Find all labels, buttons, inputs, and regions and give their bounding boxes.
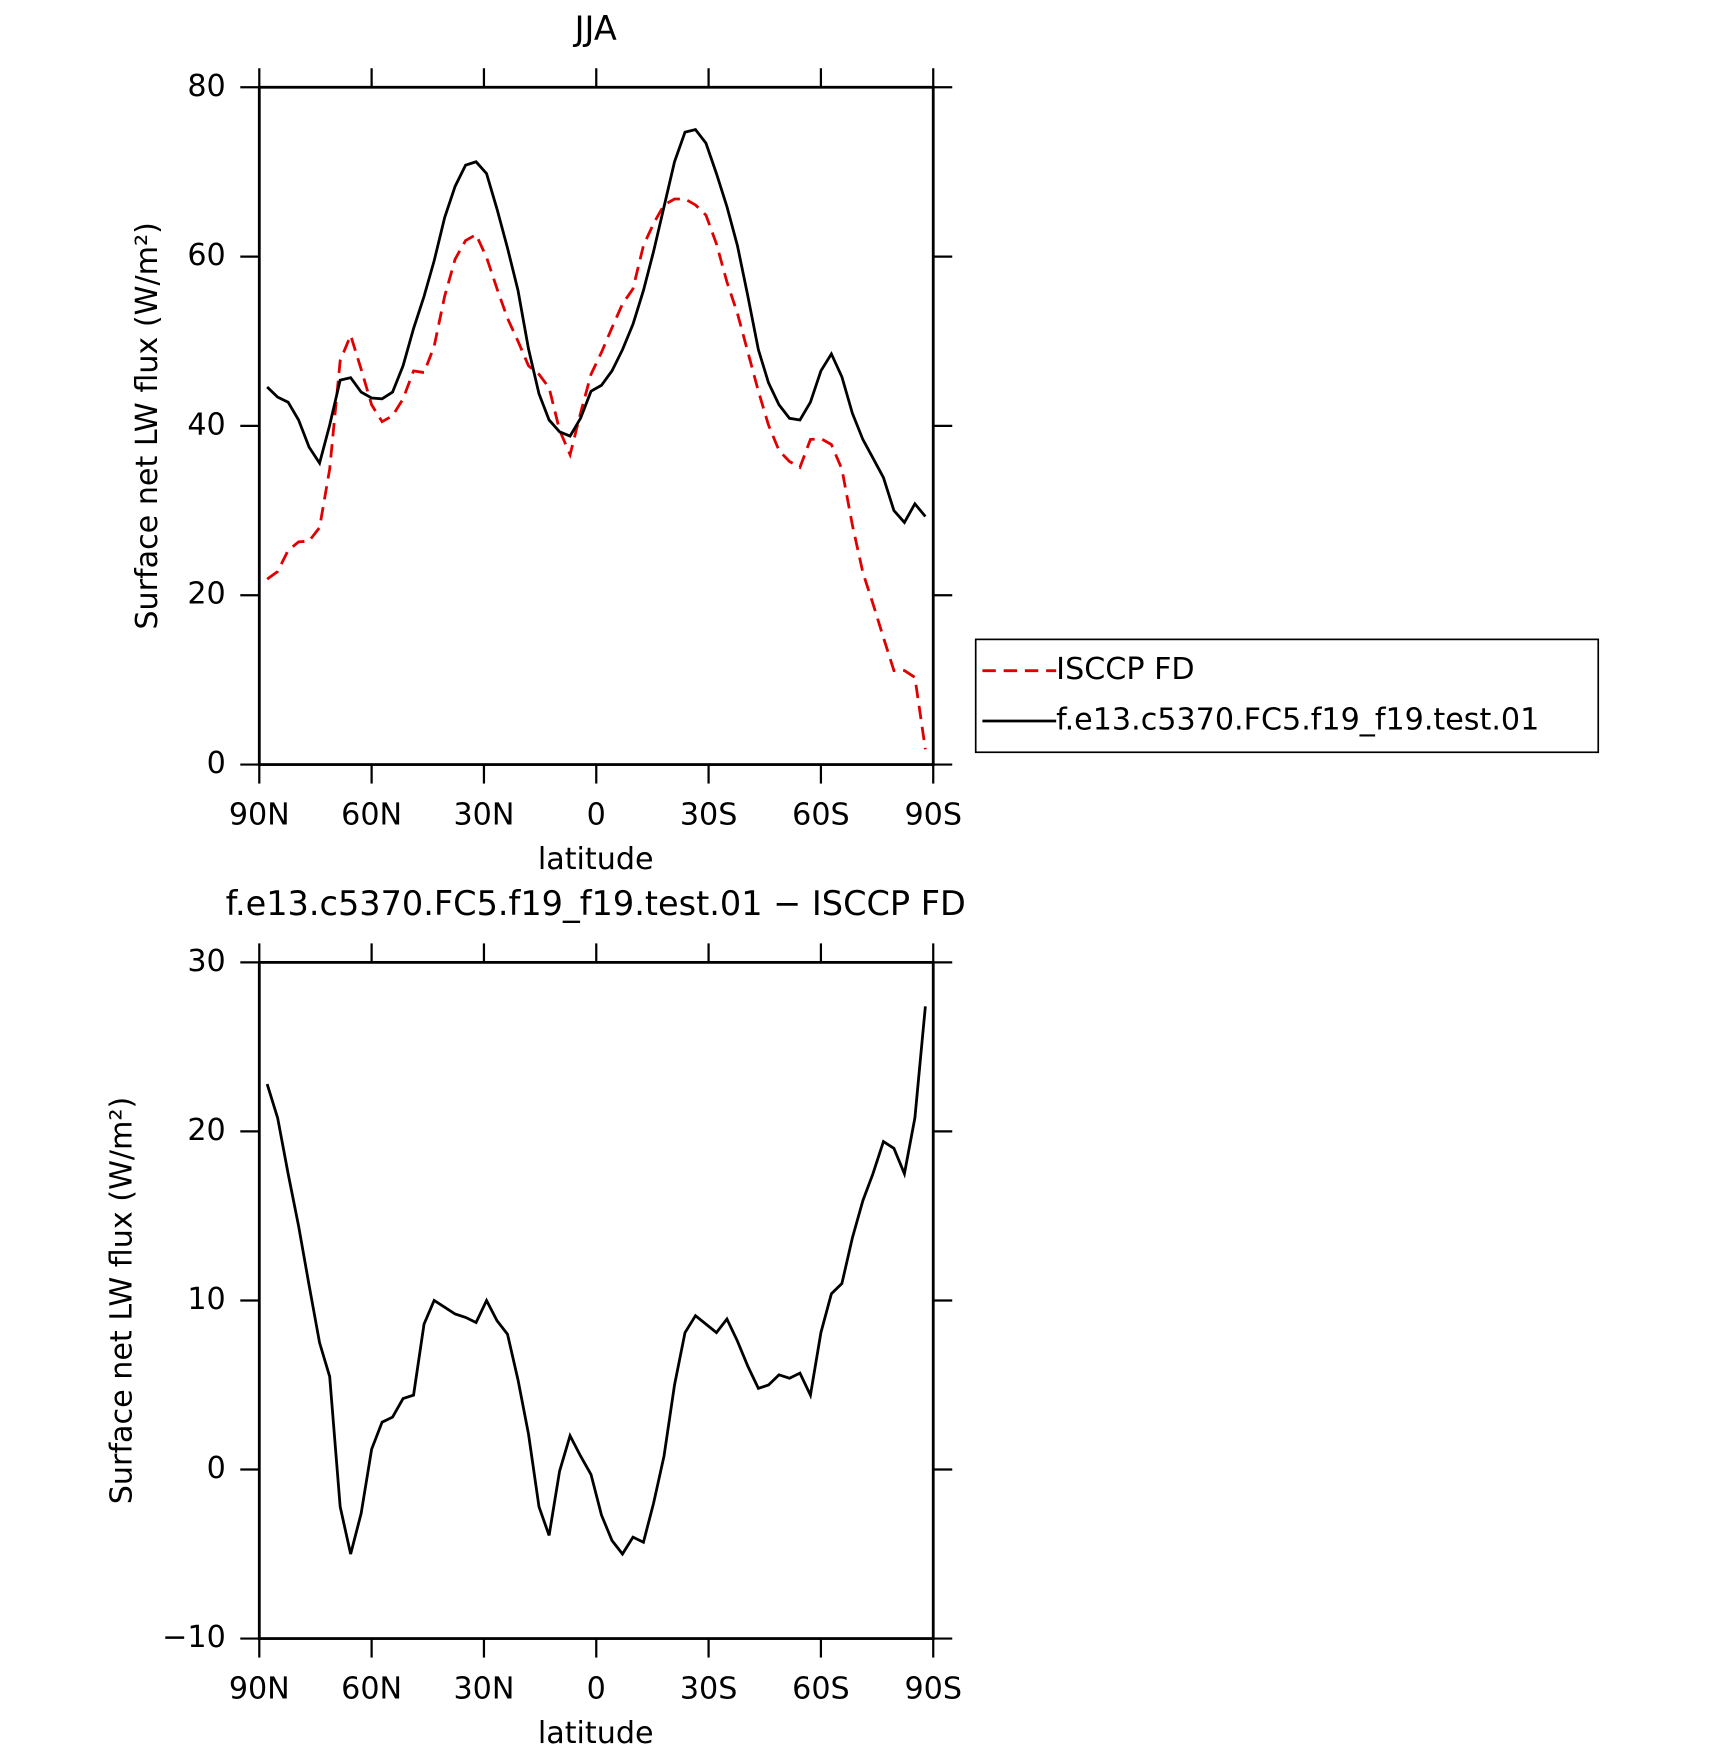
y-axis-label: Surface net LW flux (W/m²): [130, 222, 165, 630]
x-tick-label: 30N: [453, 1671, 514, 1706]
x-tick-label: 90S: [904, 1671, 962, 1706]
y-tick-label: 60: [187, 238, 225, 273]
legend-label: f.e13.c5370.FC5.f19_f19.test.01: [1056, 702, 1539, 737]
data-line: [266, 128, 927, 525]
y-tick-label: 0: [207, 746, 226, 781]
x-tick-label: 30N: [453, 797, 514, 832]
y-tick-label: 20: [187, 1113, 225, 1148]
x-tick-label: 60S: [792, 1671, 850, 1706]
x-tick-label: 90N: [229, 1671, 290, 1706]
data-line: [265, 1006, 927, 1557]
data-line: [266, 197, 927, 750]
x-tick-label: 30S: [680, 1671, 738, 1706]
x-tick-label: 60S: [792, 797, 850, 832]
x-tick-label: 90N: [229, 797, 290, 832]
plot-frame: [257, 85, 935, 766]
y-tick-label: 40: [187, 407, 225, 442]
legend-label: ISCCP FD: [1056, 652, 1194, 687]
chart-title: f.e13.c5370.FC5.f19_f19.test.01 − ISCCP …: [226, 884, 966, 923]
y-tick-label: 0: [207, 1451, 226, 1486]
x-tick-label: 30S: [680, 797, 738, 832]
x-tick-label: 0: [587, 1671, 606, 1706]
x-tick-label: 90S: [904, 797, 962, 832]
x-axis-label: latitude: [538, 1716, 654, 1751]
x-axis-label: latitude: [538, 842, 654, 877]
y-tick-label: 10: [187, 1282, 225, 1317]
plot-frame: [257, 960, 935, 1640]
x-tick-label: 60N: [341, 797, 402, 832]
chart-title: JJA: [573, 9, 617, 48]
y-tick-label: 20: [187, 577, 225, 612]
x-tick-label: 60N: [341, 1671, 402, 1706]
legend-box: [974, 638, 1600, 754]
y-tick-label: −10: [162, 1620, 226, 1655]
y-tick-label: 30: [187, 944, 225, 979]
y-axis-label: Surface net LW flux (W/m²): [104, 1097, 139, 1505]
x-tick-label: 0: [587, 797, 606, 832]
y-tick-label: 80: [187, 69, 225, 104]
